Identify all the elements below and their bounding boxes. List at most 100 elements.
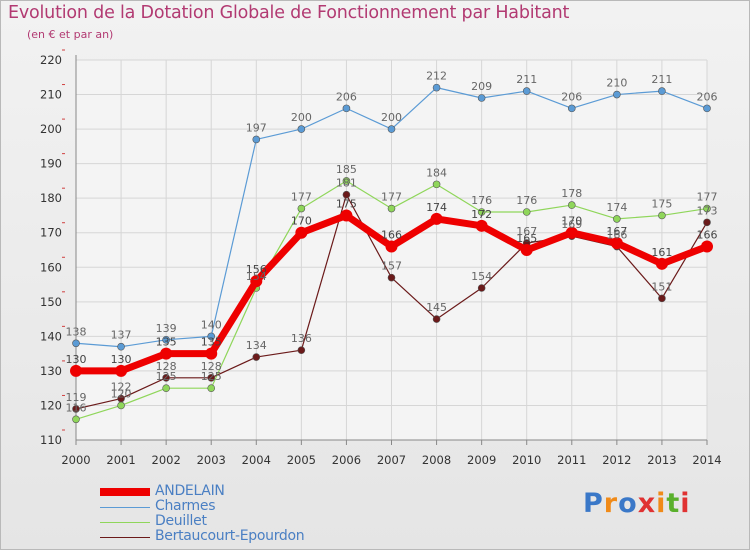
chart-subtitle: (en € et par an) — [27, 28, 114, 41]
data-label: 136 — [291, 332, 312, 345]
logo-letter: r — [603, 488, 619, 519]
legend-swatch — [100, 537, 150, 538]
logo-letter: o — [618, 488, 638, 519]
data-label: 165 — [516, 232, 537, 245]
data-label: 170 — [291, 215, 312, 228]
x-tick-label: 2014 — [692, 453, 721, 467]
data-point — [387, 125, 396, 133]
data-label: 175 — [336, 197, 357, 210]
data-label: 130 — [66, 353, 87, 366]
data-label: 177 — [291, 191, 312, 204]
data-label: 128 — [201, 360, 222, 373]
data-label: 211 — [651, 73, 672, 86]
data-label: 176 — [516, 194, 537, 207]
x-tick-label: 2007 — [377, 453, 406, 467]
data-label: 206 — [336, 90, 357, 103]
data-label: 206 — [697, 90, 718, 103]
data-label: 138 — [66, 325, 87, 338]
data-point — [252, 135, 261, 144]
data-label: 206 — [561, 90, 582, 103]
data-point — [342, 177, 351, 185]
y-tick-label: 150 — [40, 295, 62, 309]
data-label: 197 — [246, 121, 267, 134]
x-tick-label: 2009 — [467, 453, 496, 467]
data-label: 174 — [606, 201, 627, 214]
axes: 110 120 130 140 150 160 170 180 190 200 210 220 2000… — [40, 49, 722, 467]
x-tick-label: 2012 — [602, 453, 631, 467]
data-label: 181 — [336, 177, 357, 190]
logo-letter: t — [666, 488, 681, 519]
data-point — [432, 83, 441, 92]
data-label: 125 — [201, 370, 222, 383]
data-point — [703, 218, 711, 227]
data-label: 128 — [156, 360, 177, 373]
x-tick-label: 2006 — [332, 453, 361, 467]
data-label: 209 — [471, 80, 492, 93]
y-tick-label: 190 — [40, 157, 62, 171]
legend-swatch — [100, 488, 150, 496]
y-tick-label: 130 — [40, 364, 62, 378]
x-tick-label: 2002 — [152, 453, 181, 467]
data-label: 122 — [111, 381, 132, 394]
y-tick-label: 180 — [40, 191, 62, 205]
data-label: 212 — [426, 70, 447, 83]
data-label: 116 — [66, 401, 87, 414]
x-tick-label: 2001 — [106, 453, 135, 467]
data-point — [610, 237, 623, 250]
y-tick-label: 160 — [40, 260, 62, 274]
x-tick-label: 2004 — [242, 453, 271, 467]
data-point — [340, 209, 353, 222]
data-point — [252, 353, 261, 361]
series-lines — [70, 83, 713, 424]
data-label: 157 — [381, 260, 402, 273]
data-label: 135 — [201, 336, 222, 349]
chart-title: Evolution de la Dotation Globale de Fonc… — [8, 3, 570, 23]
proxiti-logo: Proxiti — [583, 488, 691, 519]
data-point — [72, 405, 80, 413]
data-point — [701, 240, 713, 253]
legend-swatch — [100, 522, 150, 523]
data-label: 151 — [651, 280, 672, 293]
data-point — [432, 180, 441, 189]
data-point — [522, 208, 531, 216]
data-point — [658, 294, 666, 303]
data-label: 166 — [606, 229, 627, 242]
data-point — [387, 273, 396, 282]
data-point — [162, 336, 170, 344]
data-point — [567, 201, 576, 209]
data-point — [613, 90, 621, 99]
data-point — [207, 384, 216, 392]
x-tick-label: 2000 — [61, 453, 90, 467]
data-label: 135 — [156, 336, 177, 349]
data-point — [342, 104, 351, 113]
data-point — [477, 94, 486, 102]
data-point — [477, 284, 486, 292]
data-label: 167 — [516, 225, 537, 238]
data-label: 167 — [606, 225, 627, 238]
data-point — [703, 104, 711, 113]
data-label: 140 — [201, 318, 222, 331]
y-tick-label: 200 — [40, 122, 62, 136]
x-tick-label: 2008 — [422, 453, 451, 467]
y-tick-label: 170 — [40, 226, 62, 240]
series-deuillet — [72, 177, 711, 424]
data-point — [432, 315, 441, 323]
legend-item: Bertaucourt-Epourdon — [100, 528, 360, 545]
data-point — [295, 226, 308, 239]
data-point — [117, 401, 125, 410]
legend-item: Deuillet — [100, 513, 360, 530]
data-label: 177 — [381, 191, 402, 204]
data-label: 137 — [111, 329, 132, 342]
data-point — [160, 347, 173, 360]
data-label: 166 — [697, 229, 718, 242]
x-tick-label: 2005 — [287, 453, 316, 467]
data-label: 119 — [66, 391, 87, 404]
data-label: 172 — [471, 208, 492, 221]
data-point — [70, 364, 82, 377]
data-point — [655, 257, 668, 270]
data-label: 169 — [561, 218, 582, 231]
data-label: 173 — [697, 204, 718, 217]
x-tick-label: 2003 — [197, 453, 226, 467]
